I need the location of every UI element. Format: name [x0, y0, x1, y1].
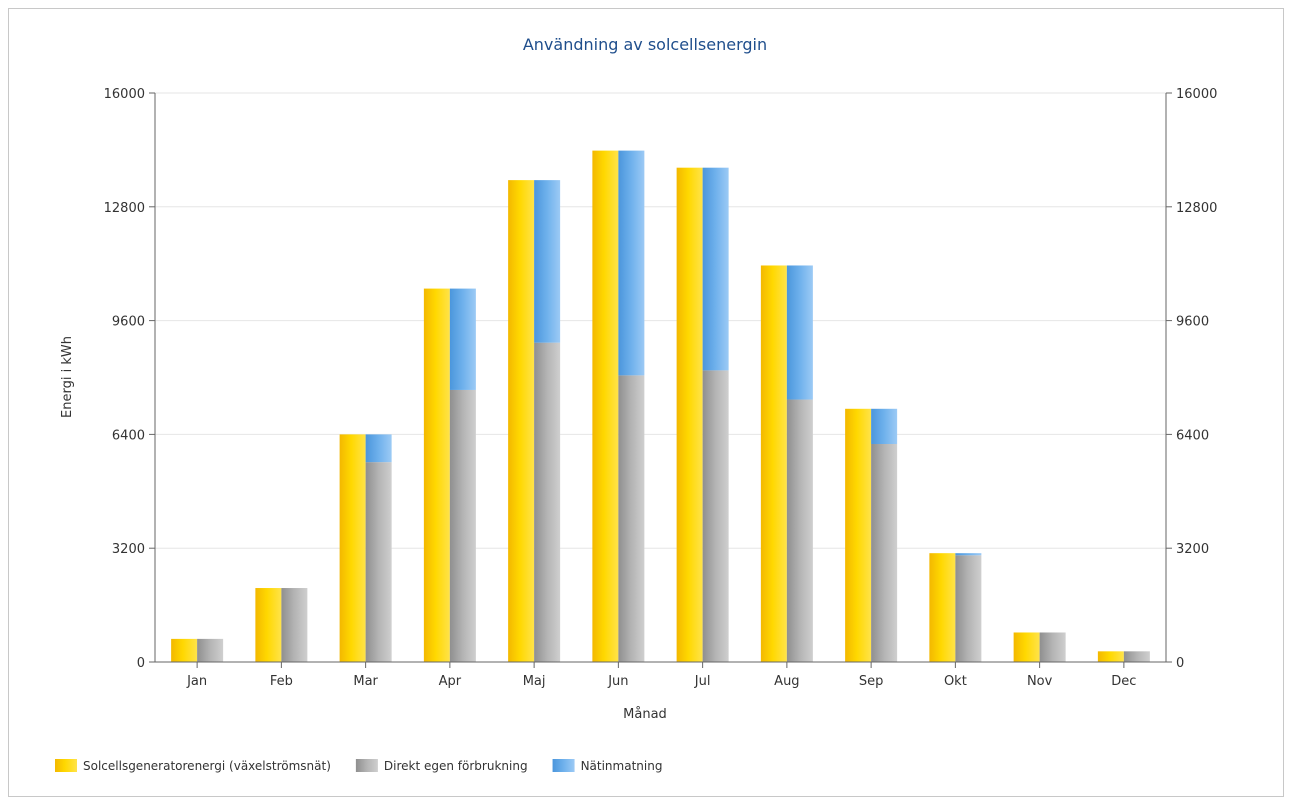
y-tick-label-right: 6400 — [1176, 428, 1209, 443]
y-tick-label-right: 0 — [1176, 656, 1184, 671]
x-tick-label-okt: Okt — [944, 674, 967, 689]
legend-swatch-2 — [552, 759, 575, 772]
bar-jun-series-1 — [618, 375, 645, 662]
bar-maj-series-1 — [534, 342, 561, 662]
bar-dec-series-1 — [1123, 651, 1150, 662]
y-tick-label-right: 9600 — [1176, 315, 1209, 330]
y-tick-label-left: 6400 — [112, 428, 145, 443]
bar-aug-series-1 — [786, 399, 813, 662]
bar-jan-series-0 — [171, 638, 198, 662]
bar-nov-series-1 — [1039, 632, 1066, 662]
bar-feb-series-1 — [281, 588, 308, 662]
legend-label-2: Nätinmatning — [581, 759, 663, 773]
y-tick-label-right: 3200 — [1176, 542, 1209, 557]
bar-okt-series-1 — [955, 555, 982, 662]
bar-feb-series-0 — [255, 588, 282, 662]
bar-mar-series-2 — [365, 434, 392, 463]
y-tick-label-left: 12800 — [104, 201, 145, 216]
bar-sep-series-0 — [845, 408, 872, 662]
x-tick-label-nov: Nov — [1027, 674, 1053, 689]
bars — [171, 150, 1150, 663]
x-tick-label-jul: Jul — [694, 674, 711, 689]
y-tick-label-left: 0 — [137, 656, 145, 671]
bar-apr-series-0 — [423, 288, 450, 662]
x-tick-label-sep: Sep — [859, 674, 884, 689]
bar-apr-series-2 — [449, 288, 476, 390]
gridlines — [155, 92, 1166, 549]
bar-mar-series-1 — [365, 462, 392, 662]
x-axis-label: Månad — [623, 707, 667, 722]
legend-label-0: Solcellsgeneratorenergi (växelströmsnät) — [83, 759, 331, 773]
y-tick-label-left: 16000 — [104, 87, 145, 102]
bar-aug-series-2 — [786, 265, 813, 400]
x-tick-label-dec: Dec — [1111, 674, 1136, 689]
legend: Solcellsgeneratorenergi (växelströmsnät)… — [55, 759, 662, 773]
legend-label-1: Direkt egen förbrukning — [384, 759, 528, 773]
bar-jan-series-1 — [197, 638, 224, 662]
y-tick-label-left: 3200 — [112, 542, 145, 557]
axes — [149, 92, 1172, 668]
bar-aug-series-0 — [760, 265, 787, 662]
y-axis-label: Energi i kWh — [60, 336, 75, 418]
x-tick-label-apr: Apr — [439, 674, 462, 689]
bar-sep-series-2 — [871, 408, 898, 445]
chart-frame — [8, 8, 1284, 797]
bar-apr-series-1 — [449, 389, 476, 662]
x-tick-label-jun: Jun — [607, 674, 628, 689]
x-tick-label-aug: Aug — [774, 674, 799, 689]
bar-jul-series-0 — [676, 167, 703, 662]
bar-dec-series-0 — [1097, 651, 1124, 662]
bar-jul-series-1 — [702, 370, 729, 662]
bar-maj-series-0 — [508, 180, 535, 663]
x-tick-label-mar: Mar — [353, 674, 378, 689]
bar-jul-series-2 — [702, 167, 729, 371]
x-tick-label-maj: Maj — [523, 674, 546, 689]
bar-sep-series-1 — [871, 444, 898, 662]
legend-swatch-0 — [55, 759, 77, 772]
legend-swatch-1 — [355, 759, 378, 772]
y-tick-label-right: 16000 — [1176, 87, 1217, 102]
bar-jun-series-0 — [592, 150, 619, 662]
y-tick-label-right: 12800 — [1176, 201, 1217, 216]
bar-maj-series-2 — [534, 180, 561, 343]
chart-title: Användning av solcellsenergin — [523, 35, 767, 54]
x-tick-label-feb: Feb — [270, 674, 293, 689]
tick-labels: 0 0 3200 3200 6400 6400 9600 9600 12800 12800 1600… — [104, 87, 1218, 689]
bar-nov-series-0 — [1013, 632, 1040, 662]
bar-jun-series-2 — [618, 150, 645, 376]
bar-mar-series-0 — [339, 434, 366, 662]
y-tick-label-left: 9600 — [112, 315, 145, 330]
x-tick-label-jan: Jan — [186, 674, 207, 689]
bar-okt-series-0 — [929, 553, 956, 662]
bar-okt-series-2 — [955, 553, 982, 556]
